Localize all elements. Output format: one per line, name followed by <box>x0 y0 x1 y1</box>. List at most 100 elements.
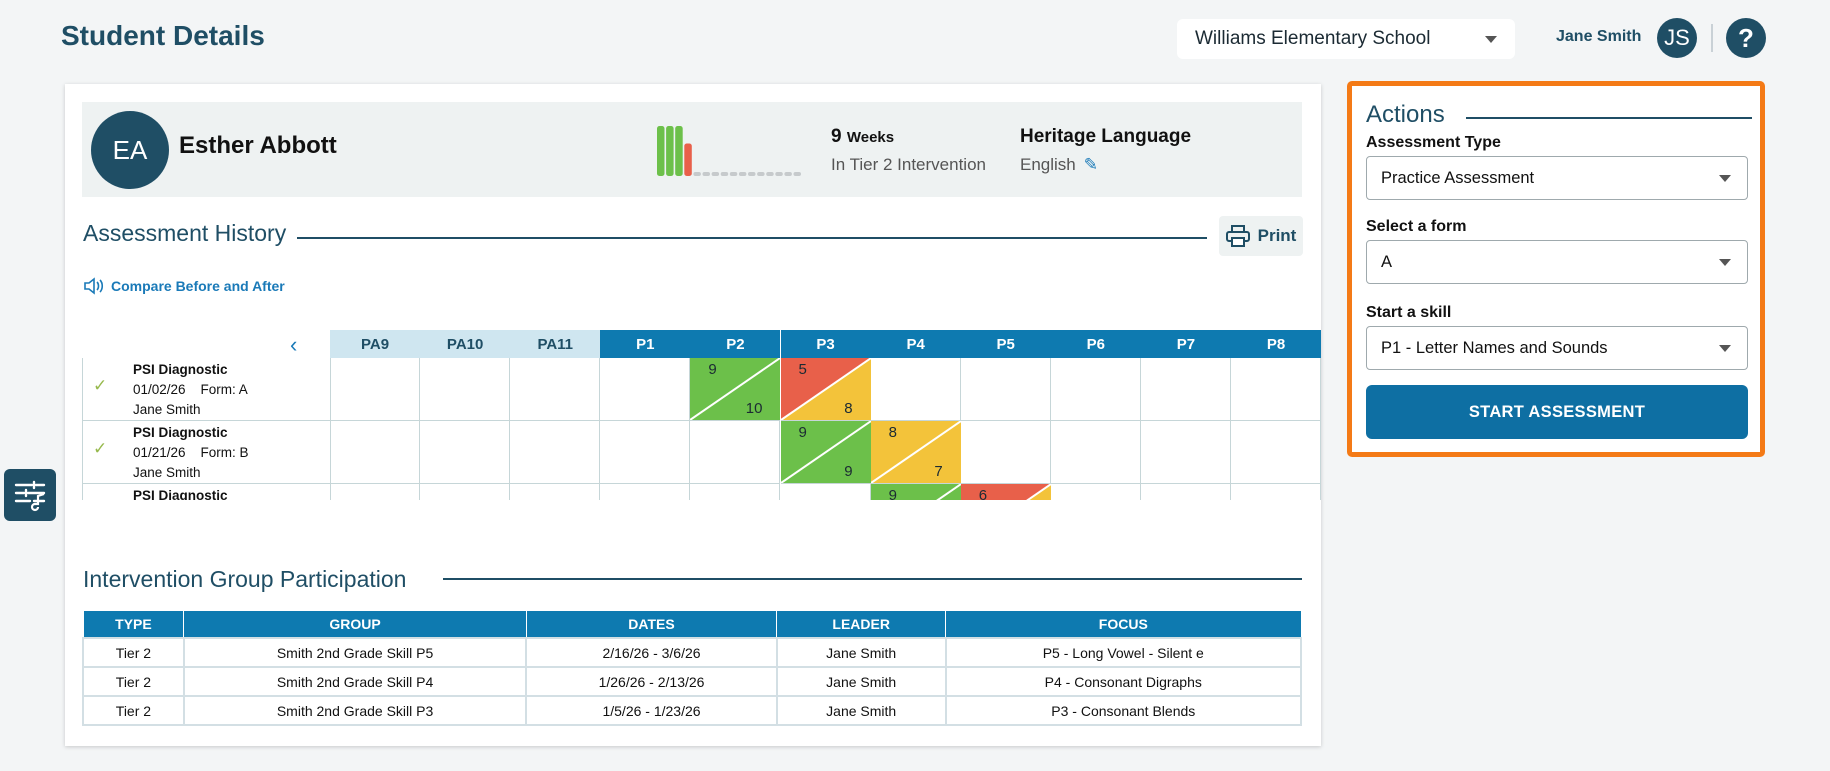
score-top: 9 <box>708 361 717 378</box>
table-cell: Tier 2 <box>82 695 185 726</box>
week-bar-empty <box>738 172 747 176</box>
table-cell: Tier 2 <box>82 666 185 697</box>
grid-row-label[interactable]: ✓ PSI Diagnostic 01/21/26 Form: B Jane Smit… <box>82 421 331 484</box>
week-bar <box>675 126 683 176</box>
section-divider <box>443 578 1302 580</box>
help-icon[interactable]: ? <box>1726 18 1766 58</box>
grid-cell <box>1231 421 1322 484</box>
grid-row-text: PSI Diagnostic <box>133 488 228 500</box>
assessment-grid: PA9 PA10 PA11 P1 P2 P3 P4 P5 P6 P7 P8 ✓ PSI Diagnost… <box>82 330 1322 500</box>
grid-cell <box>1231 484 1322 500</box>
grid-row-text: PSI Diagnostic 01/21/26 Form: B Jane Smith <box>133 425 249 480</box>
week-bar-empty <box>775 172 783 176</box>
week-bar-empty <box>702 172 710 176</box>
compare-label: Compare Before and After <box>111 278 285 294</box>
table-row[interactable]: Tier 2 Smith 2nd Grade Skill P5 2/16/26 - … <box>82 637 1303 668</box>
table-cell: P5 - Long Vowel - Silent e <box>944 637 1303 668</box>
grid-cell <box>690 421 781 484</box>
grid-cell <box>1231 358 1322 421</box>
table-cell: Jane Smith <box>775 666 947 697</box>
table-cell: Smith 2nd Grade Skill P5 <box>182 637 528 668</box>
week-bar <box>684 143 692 176</box>
score-bottom: 8 <box>844 400 853 417</box>
table-cell: Smith 2nd Grade Skill P3 <box>182 695 528 726</box>
week-bar-empty <box>793 172 801 176</box>
assessment-type-value: Practice Assessment <box>1381 168 1535 187</box>
table-header: GROUP <box>183 610 527 639</box>
form-value: A <box>1381 252 1393 271</box>
header-divider <box>1711 24 1713 52</box>
floating-tool-button[interactable] <box>4 469 56 521</box>
chevron-down-icon <box>1719 344 1731 352</box>
week-progress-bars <box>657 126 801 176</box>
table-cell: Jane Smith <box>775 695 947 726</box>
grid-cell <box>510 358 601 421</box>
grid-cell <box>960 421 1051 484</box>
score-bottom: 9 <box>844 463 853 480</box>
table-cell: Tier 2 <box>82 637 185 668</box>
skill-select[interactable]: P1 - Letter Names and Sounds <box>1366 326 1748 370</box>
weeks-label: In Tier 2 Intervention <box>831 155 986 174</box>
table-row[interactable]: Tier 2 Smith 2nd Grade Skill P3 1/5/26 - 1… <box>82 695 1303 726</box>
week-bar-empty <box>693 172 701 176</box>
score-cell[interactable]: 6 <box>960 484 1051 500</box>
print-button[interactable]: Print <box>1219 216 1303 256</box>
skill-label: Start a skill <box>1366 304 1452 321</box>
grid-cell <box>600 358 691 421</box>
grid-cell <box>600 484 691 500</box>
score-cell[interactable]: 9 10 <box>690 358 781 420</box>
grid-cell <box>330 421 421 484</box>
grid-column-header: P5 <box>960 330 1051 358</box>
assessment-history-title: Assessment History <box>83 220 287 246</box>
check-icon: ✓ <box>93 376 108 395</box>
grid-cell <box>870 358 961 421</box>
grid-cell <box>330 484 421 500</box>
grid-column-header: P6 <box>1050 330 1141 358</box>
start-assessment-button[interactable]: START ASSESSMENT <box>1366 385 1748 439</box>
table-cell: Jane Smith <box>775 637 947 668</box>
table-row[interactable]: Tier 2 Smith 2nd Grade Skill P4 1/26/26 - … <box>82 666 1303 697</box>
grid-column-header: P4 <box>870 330 961 358</box>
score-top: 6 <box>978 487 988 500</box>
score-top: 5 <box>798 361 807 378</box>
grid-cell <box>420 484 511 500</box>
chevron-down-icon <box>1719 258 1731 266</box>
grid-cell <box>960 358 1051 421</box>
grid-cell <box>1050 421 1141 484</box>
grid-cell <box>420 358 511 421</box>
week-bar-empty <box>729 172 738 176</box>
pencil-icon[interactable]: ✎ <box>1083 155 1099 174</box>
assessment-type-select[interactable]: Practice Assessment <box>1366 156 1748 200</box>
grid-column-header: P8 <box>1231 330 1322 358</box>
grid-cell <box>1140 358 1231 421</box>
score-cell[interactable]: 9 <box>870 484 961 500</box>
form-select[interactable]: A <box>1366 240 1748 284</box>
school-select-value: Williams Elementary School <box>1195 28 1431 49</box>
table-cell: P4 - Consonant Digraphs <box>944 666 1303 697</box>
actions-divider <box>1466 117 1752 119</box>
student-summary: EA Esther Abbott 9 Weeks In Tier 2 Inter… <box>82 102 1302 197</box>
table-cell: 1/26/26 - 2/13/26 <box>525 666 778 697</box>
student-main-card: EA Esther Abbott 9 Weeks In Tier 2 Inter… <box>65 84 1322 746</box>
table-cell: 1/5/26 - 1/23/26 <box>525 695 778 726</box>
grid-scroll-left-icon[interactable]: ‹ <box>290 332 298 357</box>
week-bar-empty <box>757 172 765 176</box>
grid-column-header: P2 <box>690 330 781 358</box>
check-icon: ✓ <box>93 439 108 458</box>
compare-before-after-link[interactable]: Compare Before and After <box>83 277 285 295</box>
grid-cell <box>420 421 511 484</box>
table-header: DATES <box>525 610 778 639</box>
user-avatar[interactable]: JS <box>1657 18 1697 58</box>
student-name: Esther Abbott <box>179 132 337 159</box>
score-top: 8 <box>888 424 897 441</box>
grid-column-header: PA10 <box>420 330 511 358</box>
grid-cell <box>330 358 421 421</box>
grid-cell <box>510 484 601 500</box>
intervention-table: TYPE GROUP DATES LEADER FOCUS Tier 2 Smith 2n… <box>82 610 1303 726</box>
grid-row-label[interactable]: ✓ PSI Diagnostic 01/02/26 Form: A Jane Smit… <box>82 358 331 421</box>
grid-row-label[interactable]: ✓PSI Diagnostic <box>82 484 331 500</box>
school-select[interactable]: Williams Elementary School <box>1177 19 1515 59</box>
